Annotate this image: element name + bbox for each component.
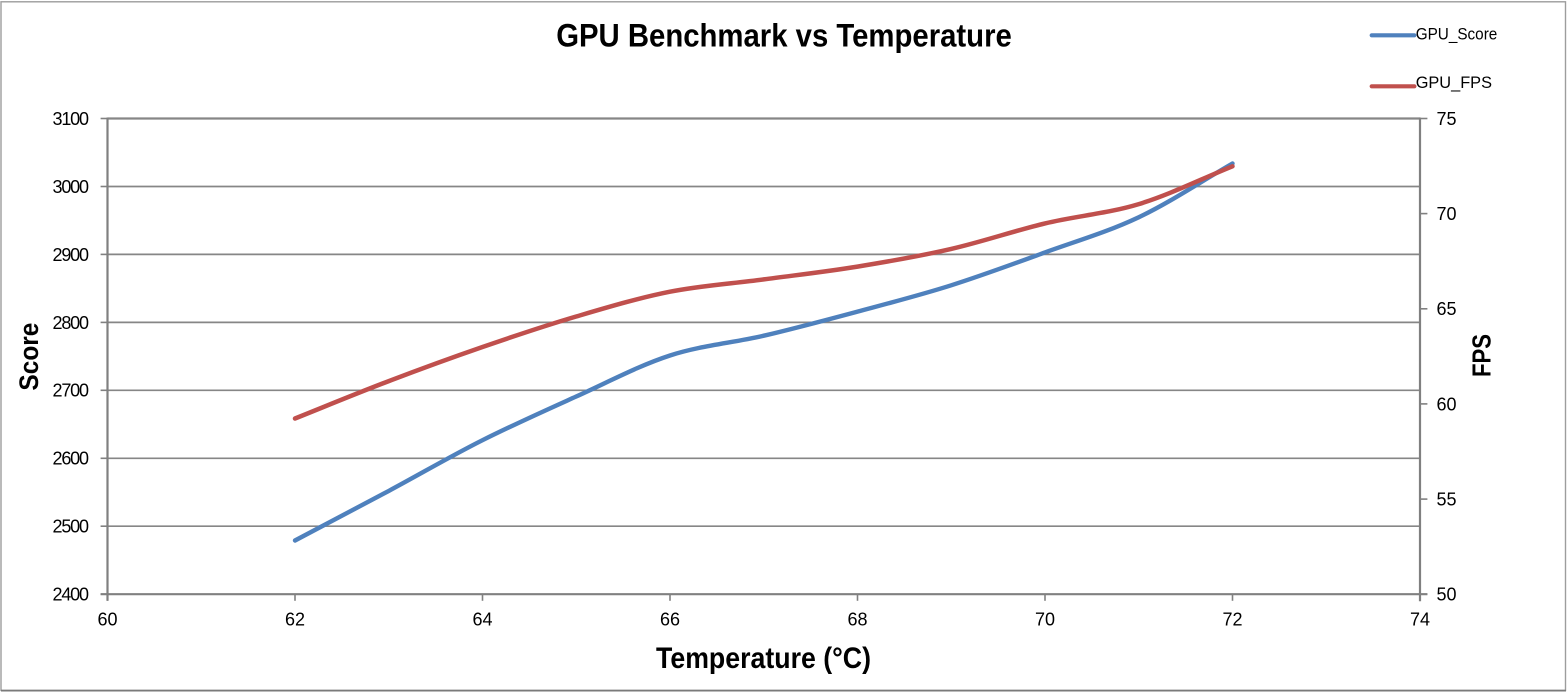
svg-text:2700: 2700 [53, 381, 90, 401]
svg-text:FPS: FPS [1466, 334, 1496, 377]
svg-text:2800: 2800 [53, 313, 90, 333]
svg-text:75: 75 [1437, 109, 1457, 129]
svg-text:66: 66 [660, 610, 680, 630]
svg-text:62: 62 [285, 610, 305, 630]
svg-text:Score: Score [14, 323, 44, 391]
svg-text:74: 74 [1410, 610, 1430, 630]
svg-text:64: 64 [472, 610, 492, 630]
svg-text:GPU_Score: GPU_Score [1416, 24, 1498, 43]
svg-text:3000: 3000 [53, 177, 90, 197]
svg-text:70: 70 [1437, 204, 1457, 224]
svg-text:GPU Benchmark vs Temperature: GPU Benchmark vs Temperature [556, 18, 1012, 54]
svg-text:GPU_FPS: GPU_FPS [1416, 73, 1492, 92]
svg-text:72: 72 [1222, 610, 1242, 630]
svg-text:70: 70 [1035, 610, 1055, 630]
svg-text:Temperature (°C): Temperature (°C) [656, 642, 871, 675]
svg-text:2500: 2500 [53, 517, 90, 537]
svg-text:2600: 2600 [53, 449, 90, 469]
svg-text:65: 65 [1437, 299, 1457, 319]
svg-text:3100: 3100 [53, 109, 90, 129]
svg-text:50: 50 [1437, 585, 1457, 605]
svg-text:60: 60 [97, 610, 117, 630]
svg-text:55: 55 [1437, 490, 1457, 510]
svg-text:2900: 2900 [53, 245, 90, 265]
svg-text:68: 68 [847, 610, 867, 630]
svg-text:2400: 2400 [53, 585, 90, 605]
svg-text:60: 60 [1437, 394, 1457, 414]
